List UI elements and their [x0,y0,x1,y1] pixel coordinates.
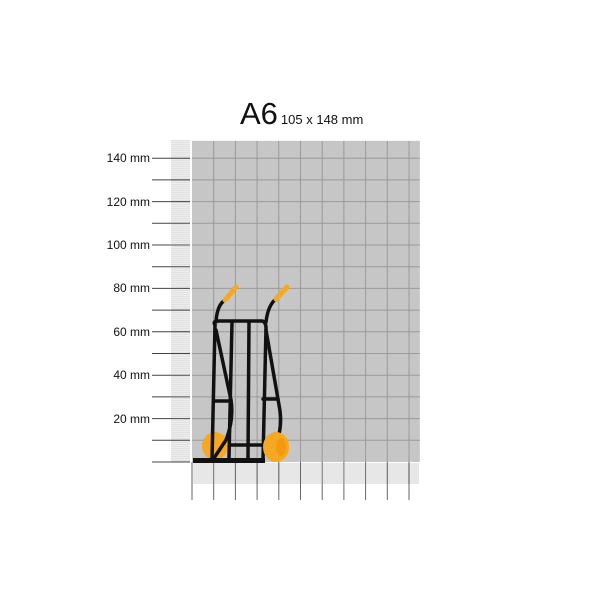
format-name: A6 [240,96,278,131]
toe-plate [193,458,265,463]
y-axis-label: 100 mm [106,238,150,252]
y-axis-label: 80 mm [113,281,150,296]
y-axis-label: 140 mm [106,151,150,166]
y-axis-label: 120 mm [106,194,150,209]
y-axis-label: 60 mm [113,324,150,339]
wheel-hub [276,438,286,456]
y-axis-label: 20 mm [113,411,150,426]
handle-grips [222,284,290,303]
format-dimensions: 105 x 148 mm [280,112,364,127]
y-axis-label: 40 mm [113,368,150,383]
hand-truck-icon [193,284,290,463]
page-title: A6 105 x 148 mm [240,96,363,132]
frame-crossbars [212,397,280,447]
frame-outline [212,319,268,462]
frame-left-post [210,323,217,462]
wheel-back [202,432,228,460]
